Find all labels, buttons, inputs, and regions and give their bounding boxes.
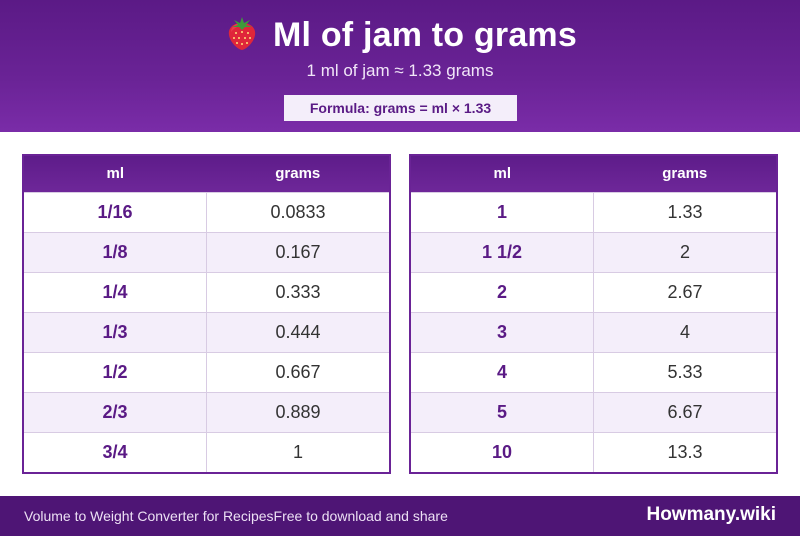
ml-cell: 1 (411, 191, 594, 232)
conversion-table-left: ml grams 1/16 0.0833 1/8 0.167 1/4 0.333… (22, 154, 391, 474)
column-header-grams: grams (593, 156, 776, 192)
brand-logo-text[interactable]: Howmany.wiki (646, 504, 776, 525)
table-row: 1 1/2 2 (411, 231, 776, 272)
table-row: 1/2 0.667 (24, 351, 389, 392)
table-row: 3 4 (411, 311, 776, 352)
footer: Volume to Weight Converter for RecipesFr… (0, 496, 800, 536)
table-row: 3/4 1 (24, 431, 389, 472)
grams-cell: 0.667 (206, 351, 389, 392)
table-row: 1 1.33 (411, 191, 776, 232)
table-header-row: ml grams (411, 156, 776, 192)
ml-cell: 1/8 (24, 231, 207, 272)
grams-cell: 4 (593, 311, 776, 352)
grams-cell: 0.0833 (206, 191, 389, 232)
ml-cell: 2 (411, 271, 594, 312)
grams-cell: 0.167 (206, 231, 389, 272)
column-header-ml: ml (411, 156, 594, 192)
ml-cell: 1 1/2 (411, 231, 594, 272)
grams-cell: 2 (593, 231, 776, 272)
ml-cell: 10 (411, 431, 594, 472)
grams-cell: 6.67 (593, 391, 776, 432)
ml-cell: 1/4 (24, 271, 207, 312)
header: Ml of jam to grams 1 ml of jam ≈ 1.33 gr… (0, 0, 800, 132)
grams-cell: 0.444 (206, 311, 389, 352)
strawberry-icon (223, 14, 261, 57)
table-header-row: ml grams (24, 156, 389, 192)
ml-cell: 4 (411, 351, 594, 392)
table-row: 2/3 0.889 (24, 391, 389, 432)
ml-cell: 2/3 (24, 391, 207, 432)
table-row: 10 13.3 (411, 431, 776, 472)
ml-cell: 3/4 (24, 431, 207, 472)
conversion-table-right: ml grams 1 1.33 1 1/2 2 2 2.67 3 4 4 (409, 154, 778, 474)
grams-cell: 0.889 (206, 391, 389, 432)
ml-cell: 3 (411, 311, 594, 352)
grams-cell: 5.33 (593, 351, 776, 392)
table-row: 1/16 0.0833 (24, 191, 389, 232)
ml-cell: 1/3 (24, 311, 207, 352)
ml-cell: 1/2 (24, 351, 207, 392)
grams-cell: 2.67 (593, 271, 776, 312)
grams-cell: 13.3 (593, 431, 776, 472)
table-row: 2 2.67 (411, 271, 776, 312)
table-row: 4 5.33 (411, 351, 776, 392)
footer-description: Volume to Weight Converter for RecipesFr… (24, 508, 448, 524)
ml-cell: 5 (411, 391, 594, 432)
column-header-grams: grams (206, 156, 389, 192)
formula-badge: Formula: grams = ml × 1.33 (284, 95, 517, 121)
table-row: 1/4 0.333 (24, 271, 389, 312)
table-row: 1/3 0.444 (24, 311, 389, 352)
grams-cell: 1.33 (593, 191, 776, 232)
title-row: Ml of jam to grams (0, 14, 800, 57)
grams-cell: 1 (206, 431, 389, 472)
ml-cell: 1/16 (24, 191, 207, 232)
table-row: 5 6.67 (411, 391, 776, 432)
table-row: 1/8 0.167 (24, 231, 389, 272)
grams-cell: 0.333 (206, 271, 389, 312)
page-title: Ml of jam to grams (273, 16, 577, 54)
column-header-ml: ml (24, 156, 207, 192)
subtitle: 1 ml of jam ≈ 1.33 grams (306, 61, 494, 80)
